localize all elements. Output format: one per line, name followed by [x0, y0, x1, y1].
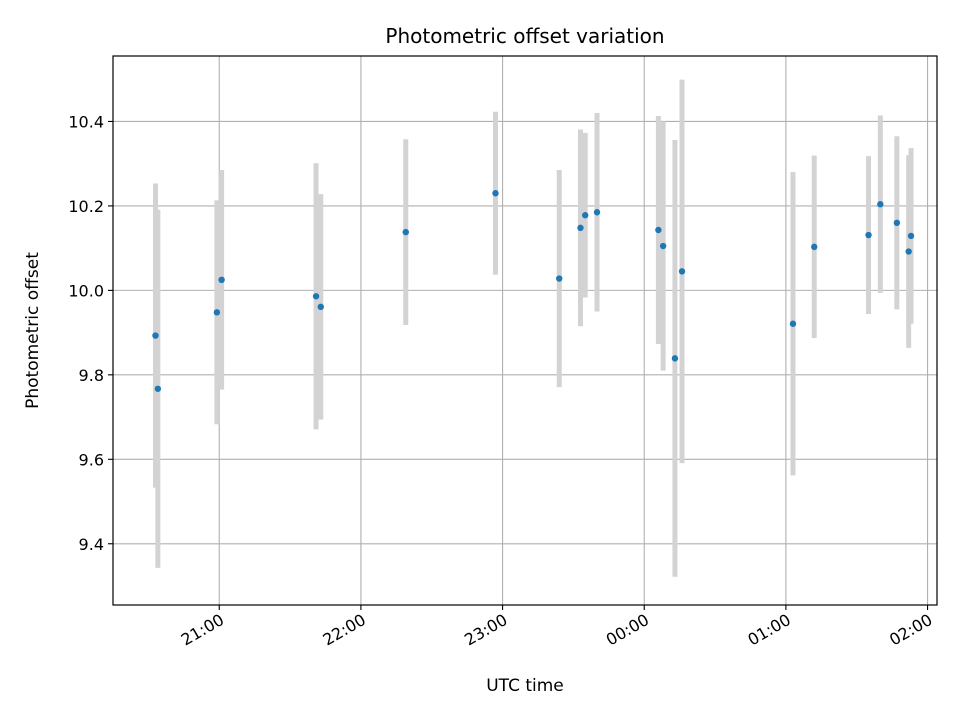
data-point — [671, 355, 679, 362]
data-point — [811, 243, 818, 251]
y-tick-label: 9.8 — [79, 366, 104, 385]
data-point — [556, 275, 563, 282]
data-point — [577, 224, 584, 232]
data-point — [582, 212, 589, 219]
data-point — [593, 209, 601, 216]
data-point — [492, 190, 499, 197]
grid — [113, 56, 937, 605]
data-points — [152, 190, 915, 392]
x-axis-title: UTC time — [486, 676, 564, 696]
data-point — [402, 228, 409, 236]
data-point — [865, 231, 872, 239]
data-point — [218, 276, 225, 284]
data-point — [659, 242, 667, 250]
y-tick-label: 10.2 — [68, 197, 104, 216]
data-point — [893, 219, 901, 227]
data-point — [877, 201, 884, 208]
y-tick-label: 9.6 — [79, 450, 104, 469]
y-tick-label: 9.4 — [79, 535, 104, 554]
data-point — [312, 293, 320, 300]
chart-title: Photometric offset variation — [385, 24, 664, 48]
data-point — [655, 226, 662, 234]
data-point — [678, 268, 686, 275]
y-axis-title: Photometric offset — [23, 252, 43, 409]
data-point — [154, 385, 162, 392]
data-point — [789, 320, 797, 327]
y-tick-label: 10.4 — [68, 112, 104, 131]
data-point — [905, 248, 912, 255]
data-point — [152, 332, 159, 339]
plot-frame — [112, 55, 938, 606]
data-point — [317, 303, 324, 311]
data-point — [907, 232, 915, 240]
data-point — [213, 309, 221, 316]
y-tick-label: 10.0 — [68, 281, 104, 300]
